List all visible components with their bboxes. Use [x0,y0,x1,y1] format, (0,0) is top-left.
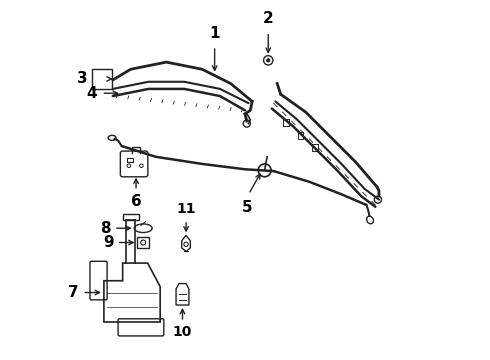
Text: 7: 7 [68,285,79,300]
Bar [123,214,139,220]
Text: 8: 8 [100,221,111,236]
Text: 3: 3 [77,71,88,86]
Text: 2: 2 [263,12,273,26]
Text: 4: 4 [86,86,97,101]
Bar [92,69,112,89]
Text: 5: 5 [242,200,252,215]
Text: 9: 9 [103,235,114,250]
Text: 11: 11 [176,202,196,216]
Text: 1: 1 [209,26,220,41]
Text: 6: 6 [131,194,142,209]
Text: 10: 10 [173,325,192,339]
Bar [127,158,133,162]
Bar [138,237,149,248]
Circle shape [267,59,270,62]
